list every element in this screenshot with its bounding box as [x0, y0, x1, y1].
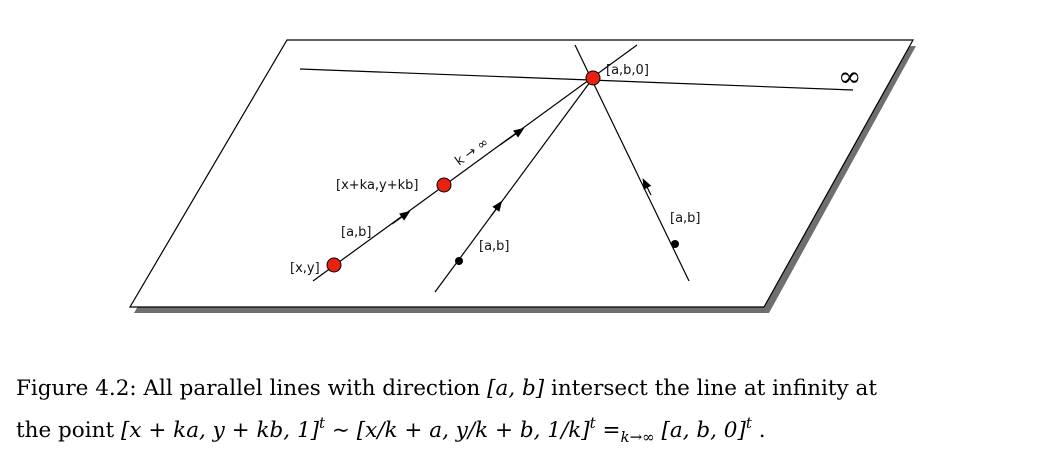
caption-sim: ∼: [331, 418, 350, 443]
point-xy: [326, 257, 342, 273]
point-at-infinity: [585, 70, 601, 86]
parallel-line-1: [312, 44, 638, 282]
line-at-infinity: [299, 68, 854, 91]
direction-arrow-2: [490, 200, 503, 217]
label-direction-1: [a,b]: [341, 225, 372, 240]
projective-plane-figure: [a,b,0] ∞ [x+ka,y+kb] [a,b] [x,y] [a,b] …: [128, 39, 916, 313]
caption-limit: k→∞: [620, 428, 655, 446]
direction-arrow-3: [642, 178, 652, 196]
label-xy: [x,y]: [290, 261, 320, 276]
label-ab0: [a,b,0]: [606, 63, 649, 78]
direction-arrow-k: [499, 127, 525, 146]
label-x-plus-ka: [x+ka,y+kb]: [336, 178, 419, 193]
caption-sup1: t: [319, 414, 326, 432]
caption-sup2: t: [589, 414, 596, 432]
label-direction-3: [a,b]: [670, 211, 701, 226]
caption-line2-prefix: the point: [16, 418, 115, 443]
caption-eq: =: [602, 418, 621, 443]
caption-end: .: [758, 418, 766, 443]
caption-line1-suffix: intersect the line at infinity at: [550, 376, 877, 401]
point-line-3: [671, 240, 679, 248]
caption-direction: [a, b]: [487, 376, 545, 401]
caption-expr2: [x/k + a, y/k + b, 1/k]: [356, 418, 590, 443]
caption-expr3: [a, b, 0]: [661, 418, 746, 443]
plane: [128, 39, 915, 308]
point-line-2: [455, 257, 463, 265]
parallel-line-2: [434, 77, 594, 293]
figure-caption: Figure 4.2: All parallel lines with dire…: [16, 372, 1031, 454]
infinity-symbol: ∞: [838, 60, 861, 93]
label-direction-2: [a,b]: [479, 239, 510, 254]
direction-arrow-1: [391, 210, 411, 225]
point-moving: [436, 177, 452, 193]
caption-sup3: t: [745, 414, 752, 432]
caption-expr1: [x + ka, y + kb, 1]: [120, 418, 320, 443]
caption-line1-prefix: Figure 4.2: All parallel lines with dire…: [16, 376, 481, 401]
